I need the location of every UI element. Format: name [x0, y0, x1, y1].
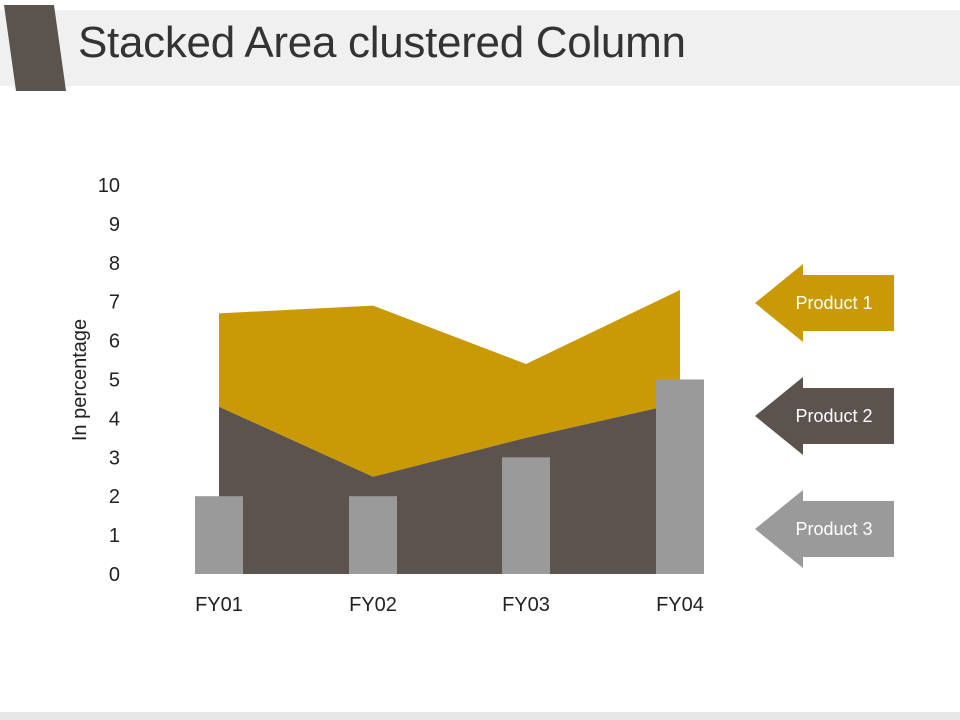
- column-layer: [195, 379, 704, 574]
- y-axis-label: In percentage: [69, 319, 91, 441]
- y-tick-label: 8: [109, 253, 120, 275]
- slide-title: Stacked Area clustered Column: [78, 18, 686, 67]
- y-tick-label: 1: [109, 525, 120, 547]
- legend-item-product-3: Product 3: [755, 490, 894, 568]
- y-tick-label: 10: [98, 175, 120, 197]
- legend-label: Product 1: [795, 293, 872, 313]
- column-product-3-fy02: [349, 496, 397, 574]
- y-tick-label: 9: [109, 214, 120, 236]
- legend-label: Product 2: [795, 406, 872, 426]
- area-product-2: [219, 402, 680, 574]
- column-product-3-fy04: [656, 379, 704, 574]
- y-tick-label: 2: [109, 486, 120, 508]
- y-tick-label: 7: [109, 292, 120, 314]
- title-accent-shape: [4, 5, 66, 91]
- legend-item-product-2: Product 2: [755, 377, 894, 455]
- y-tick-label: 5: [109, 370, 120, 392]
- x-tick-label: FY02: [349, 594, 397, 616]
- legend-arrow-product-3: [755, 490, 894, 568]
- legend-arrow-product-2: [755, 377, 894, 455]
- legend: Product 1 Product 2 Product 3: [755, 264, 894, 568]
- area-product-1: [219, 290, 680, 477]
- x-tick-label: FY01: [195, 594, 243, 616]
- y-axis-ticks: 0 1 2 3 4 5 6 7 8 9 10: [98, 175, 120, 586]
- legend-arrow-product-1: [755, 264, 894, 342]
- column-product-3-fy01: [195, 496, 243, 574]
- y-tick-label: 3: [109, 447, 120, 469]
- x-tick-label: FY03: [502, 594, 550, 616]
- legend-item-product-1: Product 1: [755, 264, 894, 342]
- column-product-3-fy03: [502, 457, 550, 574]
- title-bar: [0, 10, 960, 86]
- y-tick-label: 4: [109, 408, 120, 430]
- y-tick-label: 0: [109, 564, 120, 586]
- x-axis-ticks: FY01 FY02 FY03 FY04: [195, 594, 704, 616]
- legend-label: Product 3: [795, 519, 872, 539]
- bottom-bar: [0, 712, 960, 720]
- area-layer: [219, 290, 680, 574]
- y-tick-label: 6: [109, 331, 120, 353]
- x-tick-label: FY04: [656, 594, 704, 616]
- title-accent-parallelogram: [4, 5, 66, 91]
